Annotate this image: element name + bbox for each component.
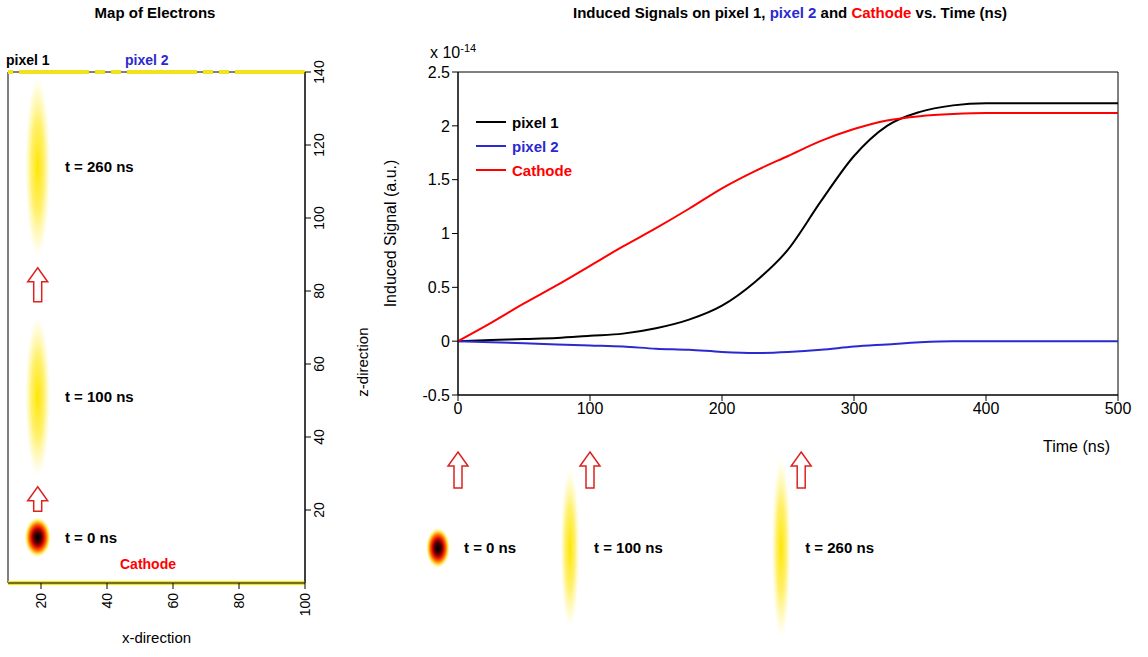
svg-text:0: 0 bbox=[441, 333, 450, 350]
svg-text:Induced Signal (a.u.): Induced Signal (a.u.) bbox=[382, 160, 399, 308]
svg-text:40: 40 bbox=[311, 429, 327, 445]
html-text:pixel 1: pixel 1 bbox=[6, 52, 50, 68]
svg-text:-0.5: -0.5 bbox=[422, 387, 450, 404]
svg-text:100: 100 bbox=[297, 593, 313, 617]
svg-text:0: 0 bbox=[454, 400, 463, 417]
svg-text:z-direction: z-direction bbox=[354, 328, 371, 397]
svg-text:120: 120 bbox=[311, 133, 327, 157]
html-text:pixel 2: pixel 2 bbox=[125, 52, 169, 68]
svg-text:t = 100 ns: t = 100 ns bbox=[65, 388, 134, 405]
svg-text:100: 100 bbox=[311, 206, 327, 230]
svg-text:40: 40 bbox=[99, 593, 115, 609]
html-text:x 10-14: x 10-14 bbox=[430, 42, 477, 62]
svg-text:t = 0 ns: t = 0 ns bbox=[464, 539, 516, 556]
svg-text:Time (ns): Time (ns) bbox=[1043, 438, 1110, 455]
svg-text:1.5: 1.5 bbox=[428, 171, 450, 188]
svg-text:t = 260 ns: t = 260 ns bbox=[805, 539, 874, 556]
svg-text:80: 80 bbox=[231, 593, 247, 609]
svg-text:0.5: 0.5 bbox=[428, 279, 450, 296]
svg-text:20: 20 bbox=[33, 593, 49, 609]
svg-text:60: 60 bbox=[165, 593, 181, 609]
html-text:Cathode: Cathode bbox=[512, 161, 572, 179]
svg-text:60: 60 bbox=[311, 356, 327, 372]
html-text:Map of Electrons: Map of Electrons bbox=[94, 4, 216, 21]
svg-text:t = 100 ns: t = 100 ns bbox=[594, 539, 663, 556]
svg-text:80: 80 bbox=[311, 283, 327, 299]
svg-text:100: 100 bbox=[577, 400, 604, 417]
html-text:Cathode: Cathode bbox=[120, 556, 176, 572]
html-text:pixel 2: pixel 2 bbox=[512, 137, 559, 155]
svg-text:2: 2 bbox=[441, 118, 450, 135]
svg-text:400: 400 bbox=[973, 400, 1000, 417]
html-text:pixel 1: pixel 1 bbox=[512, 113, 559, 131]
svg-text:t = 260 ns: t = 260 ns bbox=[65, 158, 134, 175]
svg-text:t = 0 ns: t = 0 ns bbox=[65, 529, 117, 546]
svg-text:140: 140 bbox=[311, 60, 327, 84]
svg-text:2.5: 2.5 bbox=[428, 64, 450, 81]
svg-text:1: 1 bbox=[441, 225, 450, 242]
svg-text:500: 500 bbox=[1105, 400, 1132, 417]
svg-text:200: 200 bbox=[709, 400, 736, 417]
svg-text:20: 20 bbox=[311, 502, 327, 518]
svg-text:x-direction: x-direction bbox=[122, 629, 191, 646]
html-text:Induced Signals on pixel 1, pi: Induced Signals on pixel 1, pixel 2 and … bbox=[573, 4, 1007, 21]
svg-text:300: 300 bbox=[841, 400, 868, 417]
